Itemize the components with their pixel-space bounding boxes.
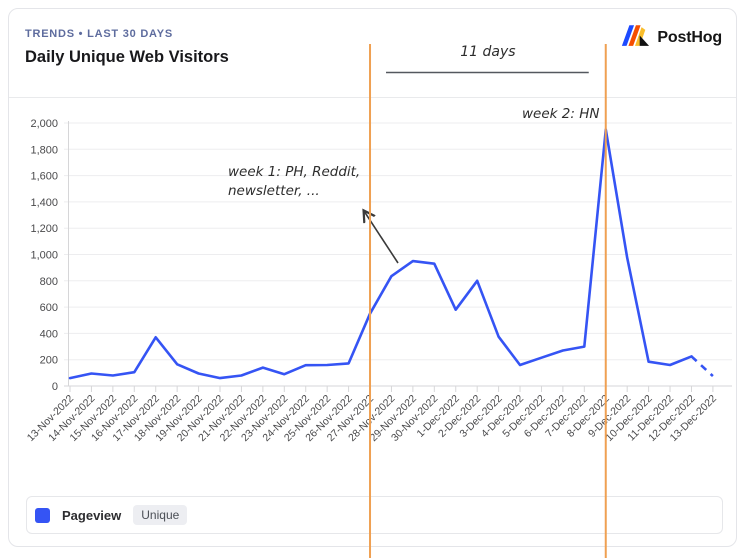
posthog-logo-text: PostHog [657, 29, 722, 46]
page-title: Daily Unique Web Visitors [25, 48, 229, 66]
breadcrumb: TRENDS • LAST 30 DAYS [25, 28, 173, 40]
unique-badge: Unique [133, 505, 188, 525]
posthog-logo: PostHog [620, 23, 722, 53]
posthog-logo-icon [620, 23, 650, 53]
legend-item-pageview[interactable]: Pageview Unique [26, 496, 723, 534]
series-label: Pageview [62, 507, 122, 523]
series-color-swatch [35, 507, 50, 523]
insight-card: TRENDS • LAST 30 DAYS Daily Unique Web V… [8, 8, 737, 547]
card-header: TRENDS • LAST 30 DAYS Daily Unique Web V… [9, 9, 736, 98]
